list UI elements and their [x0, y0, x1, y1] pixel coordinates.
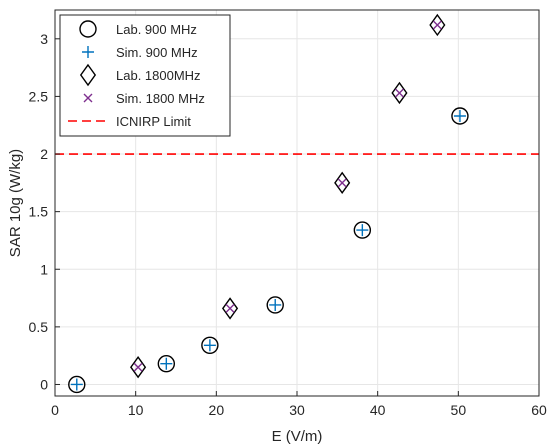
legend-circle-icon [79, 20, 97, 38]
legend-plus-icon [82, 46, 94, 58]
x-tick-label: 30 [289, 402, 305, 418]
data-markers [68, 13, 469, 394]
legend-diamond-icon [79, 63, 97, 87]
point-lab-1800mhz [221, 297, 239, 320]
point-lab-1800mhz [130, 355, 147, 379]
point-lab-900-mhz [266, 296, 284, 314]
y-tick-label: 2.5 [29, 88, 49, 104]
point-sim-1800-mhz [225, 303, 235, 313]
legend-label: Sim. 1800 MHz [116, 91, 205, 106]
point-lab-900-mhz [201, 336, 219, 355]
point-lab-1800mhz [391, 81, 408, 105]
point-sim-900-mhz [269, 298, 282, 311]
y-tick-label: 0.5 [29, 319, 49, 335]
legend-x-icon [83, 93, 93, 103]
y-tick-label: 1.5 [29, 204, 49, 220]
legend-label: Lab. 1800MHz [116, 68, 201, 83]
point-lab-900-mhz [68, 375, 86, 394]
x-tick-label: 0 [51, 402, 59, 418]
point-lab-1800mhz [429, 13, 446, 37]
x-tick-label: 60 [531, 402, 547, 418]
y-axis-label: SAR 10g (W/kg) [7, 149, 24, 257]
point-sim-1800-mhz [432, 20, 442, 30]
x-axis-label: E (V/m) [272, 428, 323, 445]
point-sim-1800-mhz [337, 178, 347, 188]
point-sim-1800-mhz [133, 362, 143, 372]
x-tick-label: 50 [451, 402, 467, 418]
x-tick-label: 10 [128, 402, 144, 418]
legend: Lab. 900 MHz Sim. 900 MHz Lab. 1800MHz Sim.… [59, 14, 231, 137]
point-sim-1800-mhz [394, 88, 404, 98]
point-sim-900-mhz [356, 224, 369, 237]
legend-label: ICNIRP Limit [116, 114, 191, 129]
point-lab-900-mhz [451, 107, 469, 125]
point-sim-900-mhz [160, 357, 173, 370]
y-tick-label: 0 [40, 376, 48, 392]
point-sim-900-mhz [70, 378, 83, 391]
legend-label: Sim. 900 MHz [116, 45, 198, 60]
point-lab-1800mhz [334, 171, 351, 195]
point-sim-900-mhz [203, 339, 216, 352]
y-tick-label: 1 [40, 261, 48, 277]
axis-ticks: 0 10 20 30 40 50 60 0 0.5 1 1.5 2 2.5 3 [29, 31, 547, 418]
legend-label: Lab. 900 MHz [116, 22, 197, 37]
x-tick-label: 20 [209, 402, 225, 418]
legend-box [59, 14, 231, 137]
point-lab-900-mhz [157, 355, 176, 373]
point-lab-900-mhz [353, 221, 372, 239]
y-tick-label: 2 [40, 146, 48, 162]
y-tick-label: 3 [40, 31, 48, 47]
x-tick-label: 40 [370, 402, 386, 418]
point-sim-900-mhz [453, 110, 466, 123]
